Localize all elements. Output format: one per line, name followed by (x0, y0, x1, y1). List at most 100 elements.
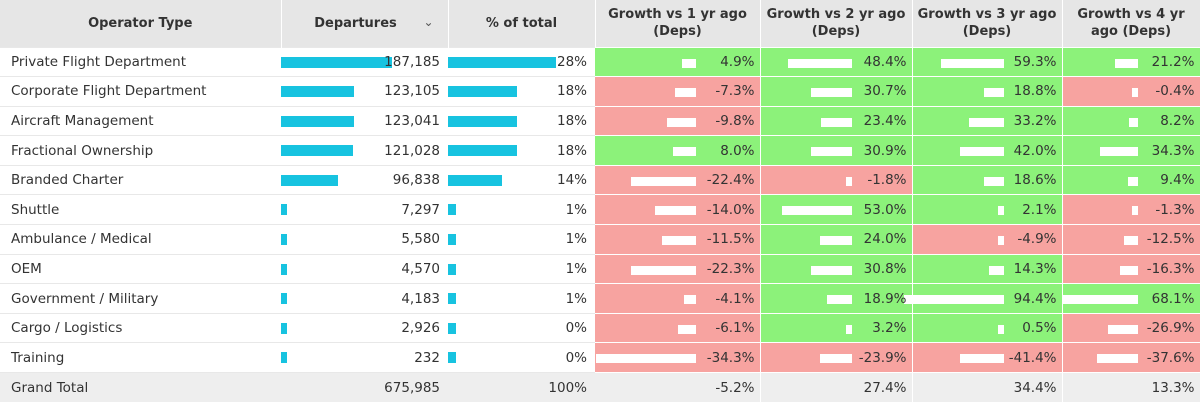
pct-total-bar (448, 204, 456, 216)
pct-total-bar (448, 86, 517, 98)
growth-4yr-cell: -1.3% (1062, 194, 1200, 225)
growth-bar (983, 176, 1004, 186)
growth-value: 30.8% (863, 260, 907, 277)
pct-total-cell: 0% (448, 312, 595, 343)
growth-3yr-cell: 94.4% (903, 283, 1063, 314)
table-row[interactable]: Government / Military 4,183 1% -4.1% 18.9% 94… (0, 283, 1200, 314)
growth-value: 24.0% (863, 231, 907, 248)
growth-3yr-cell: -41.4% (912, 342, 1063, 373)
table-row[interactable]: Training 232 0% -34.3% -23.9% -41.4% -37.6% (0, 342, 1200, 373)
growth-bar (1119, 265, 1138, 275)
departures-cell: 4,183 (281, 283, 448, 314)
operator-type-cell: Private Flight Department (0, 46, 281, 77)
growth-bar (845, 176, 852, 186)
growth-value: -7.3% (715, 83, 755, 100)
growth-value: 59.3% (1013, 53, 1057, 70)
growth-value: 21.2% (1151, 53, 1195, 70)
growth-bar (630, 176, 696, 186)
operator-type-cell: Corporate Flight Department (0, 76, 281, 107)
pct-total-bar (448, 352, 456, 364)
growth-value: 42.0% (1013, 142, 1057, 159)
table-row[interactable]: Cargo / Logistics 2,926 0% -6.1% 3.2% 0.5% -26… (0, 312, 1200, 343)
growth-1yr-cell: -22.4% (595, 164, 761, 195)
pct-total-cell: 28% (448, 46, 595, 77)
growth-2yr-cell: 18.9% (760, 283, 913, 314)
departures-bar (281, 352, 287, 364)
table-row[interactable]: Fractional Ownership 121,028 18% 8.0% 30.9% 4… (0, 135, 1200, 166)
pct-total-cell: 1% (448, 194, 595, 225)
operator-type-cell: Shuttle (0, 194, 281, 225)
departures-value: 121,028 (384, 142, 440, 159)
growth-value: -9.8% (715, 112, 755, 129)
table-row[interactable]: Shuttle 7,297 1% -14.0% 53.0% 2.1% -1.3% (0, 194, 1200, 225)
table-row[interactable]: Private Flight Department 187,185 28% 4.9% 4… (0, 46, 1200, 77)
header-departures[interactable]: Departures ⌄ (281, 0, 449, 47)
departures-value: 4,570 (401, 260, 440, 277)
pct-total-cell: 0% (448, 342, 595, 373)
grand-total-growth-3yr: 34.4% (912, 372, 1063, 403)
growth-3yr-cell: 42.0% (912, 135, 1063, 166)
pct-total-cell: 18% (448, 76, 595, 107)
growth-bar (820, 117, 852, 127)
growth-value: 30.9% (863, 142, 907, 159)
growth-bar (819, 236, 852, 246)
header-growth-2yr[interactable]: Growth vs 2 yr ago (Deps) (760, 0, 913, 47)
table-row[interactable]: Ambulance / Medical 5,580 1% -11.5% 24.0% -4.… (0, 224, 1200, 255)
grand-total-growth-2yr: 27.4% (760, 372, 913, 403)
operator-type-cell: Fractional Ownership (0, 135, 281, 166)
pct-total-bar (448, 293, 456, 305)
table-row[interactable]: Branded Charter 96,838 14% -22.4% -1.8% 18.6%… (0, 164, 1200, 195)
pct-total-value: 18% (556, 142, 587, 159)
operator-type-cell: Aircraft Management (0, 105, 281, 136)
growth-2yr-cell: -23.9% (760, 342, 913, 373)
table-row[interactable]: Corporate Flight Department 123,105 18% -7.… (0, 76, 1200, 107)
table-row[interactable]: Aircraft Management 123,041 18% -9.8% 23.4% 3… (0, 105, 1200, 136)
growth-bar (826, 295, 852, 305)
growth-value: -16.3% (1146, 260, 1195, 277)
operator-type-cell: Cargo / Logistics (0, 312, 281, 343)
departures-cell: 187,185 (281, 46, 448, 77)
growth-bar (1062, 295, 1138, 305)
chevron-down-icon[interactable]: ⌄ (423, 15, 434, 29)
header-operator-type[interactable]: Operator Type (0, 0, 282, 47)
growth-value: 34.3% (1151, 142, 1195, 159)
growth-value: -4.1% (715, 290, 755, 307)
growth-2yr-cell: 3.2% (760, 312, 913, 343)
departures-value: 232 (414, 349, 440, 366)
header-growth-1yr[interactable]: Growth vs 1 yr ago (Deps) (595, 0, 761, 47)
pct-total-value: 0% (565, 320, 587, 337)
growth-1yr-cell: -14.0% (595, 194, 761, 225)
growth-value: -37.6% (1146, 349, 1195, 366)
table-row[interactable]: OEM 4,570 1% -22.3% 30.8% 14.3% -16.3% (0, 253, 1200, 284)
departures-value: 123,105 (384, 83, 440, 100)
grand-total-departures: 675,985 (281, 372, 448, 403)
growth-bar (845, 324, 852, 334)
growth-1yr-cell: -4.1% (595, 283, 761, 314)
grand-total-row: Grand Total 675,985 100% -5.2% 27.4% 34.… (0, 372, 1200, 403)
growth-2yr-cell: 53.0% (760, 194, 913, 225)
growth-value: -22.3% (706, 260, 755, 277)
growth-4yr-cell: -26.9% (1062, 312, 1200, 343)
growth-4yr-cell: -12.5% (1062, 224, 1200, 255)
growth-value: 9.4% (1160, 172, 1195, 189)
growth-bar (787, 58, 852, 68)
growth-bar (654, 206, 696, 216)
growth-bar (677, 324, 696, 334)
departures-bar (281, 322, 287, 334)
departures-value: 123,041 (384, 112, 440, 129)
growth-value: 23.4% (863, 112, 907, 129)
growth-3yr-cell: 59.3% (912, 46, 1063, 77)
growth-3yr-cell: 14.3% (912, 253, 1063, 284)
growth-3yr-cell: 18.6% (912, 164, 1063, 195)
growth-bar (683, 295, 696, 305)
departures-cell: 121,028 (281, 135, 448, 166)
header-growth-3yr[interactable]: Growth vs 3 yr ago (Deps) (912, 0, 1063, 47)
header-growth-4yr[interactable]: Growth vs 4 yr ago (Deps) (1062, 0, 1200, 47)
header-pct-total[interactable]: % of total (448, 0, 596, 47)
growth-value: 18.9% (863, 290, 907, 307)
growth-3yr-cell: 33.2% (912, 105, 1063, 136)
departures-cell: 96,838 (281, 164, 448, 195)
growth-bar (819, 354, 852, 364)
growth-value: -11.5% (706, 231, 755, 248)
growth-bar (940, 58, 1004, 68)
